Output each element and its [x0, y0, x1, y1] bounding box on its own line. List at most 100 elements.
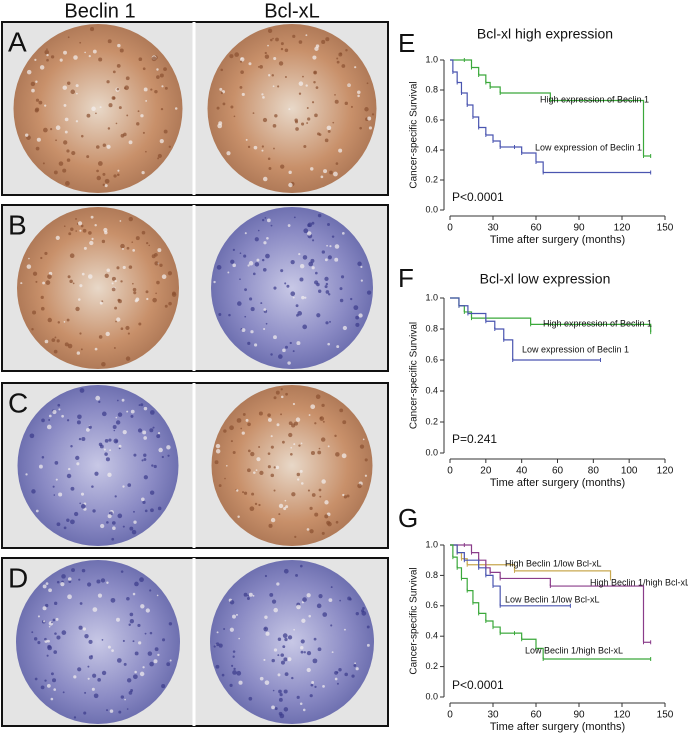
tissue-texture — [77, 221, 83, 226]
tissue-texture — [103, 448, 106, 451]
tissue-texture — [104, 178, 110, 184]
tissue-texture — [41, 456, 45, 459]
tissue-texture — [241, 431, 245, 435]
survival-step — [500, 92, 551, 101]
tissue-texture — [293, 628, 295, 631]
column-header: Bcl-xL — [264, 0, 320, 22]
tissue-texture — [99, 444, 104, 449]
tissue-texture — [290, 260, 295, 265]
tissue-texture — [263, 626, 269, 632]
tissue-texture — [325, 282, 329, 286]
tissue-texture — [330, 624, 333, 627]
tissue-texture — [137, 428, 143, 433]
tissue-texture — [239, 85, 243, 89]
tissue-texture — [242, 491, 245, 494]
tissue-texture — [73, 675, 77, 679]
tissue-texture — [44, 251, 48, 256]
tissue-texture — [111, 96, 116, 100]
tissue-texture — [145, 290, 149, 294]
tissue-core — [17, 207, 179, 369]
tissue-texture — [70, 227, 74, 231]
tissue-texture — [244, 232, 247, 235]
tissue-texture — [95, 112, 97, 115]
tissue-texture — [38, 464, 43, 469]
tissue-texture — [114, 306, 118, 310]
tissue-texture — [54, 336, 57, 339]
tissue-texture — [107, 39, 112, 44]
tissue-texture — [282, 440, 285, 444]
survival-step — [478, 567, 487, 576]
tissue-texture — [366, 290, 372, 295]
tissue-texture — [108, 438, 112, 442]
x-tick-label: 30 — [487, 223, 499, 234]
tissue-texture — [236, 670, 242, 676]
tissue-texture — [114, 279, 117, 283]
tissue-texture — [53, 650, 58, 654]
tissue-texture — [52, 678, 57, 683]
tissue-texture — [42, 606, 47, 611]
tissue-texture — [249, 297, 253, 301]
tissue-texture — [47, 274, 52, 279]
tissue-texture — [264, 680, 270, 685]
tissue-texture — [349, 597, 352, 601]
survival-step — [503, 339, 514, 360]
tissue-texture — [119, 220, 122, 222]
tissue-texture — [78, 298, 81, 301]
tissue-texture — [343, 495, 348, 499]
tissue-texture — [163, 129, 168, 134]
tissue-texture — [334, 93, 336, 96]
tissue-texture — [339, 599, 342, 602]
tissue-texture — [30, 81, 36, 87]
tissue-texture — [57, 403, 61, 407]
tissue-texture — [232, 451, 236, 455]
tissue-texture — [280, 413, 282, 416]
tissue-texture — [270, 353, 273, 356]
tissue-texture — [103, 227, 108, 233]
tissue-texture — [134, 651, 139, 656]
tissue-texture — [339, 52, 342, 55]
tissue-texture — [50, 55, 55, 59]
tissue-texture — [53, 494, 56, 496]
tissue-texture — [96, 579, 101, 584]
tissue-texture — [44, 49, 50, 55]
tissue-texture — [312, 55, 317, 60]
tissue-texture — [115, 416, 118, 419]
tissue-texture — [43, 127, 48, 133]
tissue-texture — [80, 504, 86, 509]
survival-step — [485, 134, 494, 141]
tissue-texture — [285, 345, 288, 349]
tissue-texture — [88, 639, 93, 644]
tissue-texture — [123, 132, 127, 137]
tissue-texture — [62, 168, 67, 173]
tissue-texture — [166, 662, 171, 667]
tissue-texture — [79, 284, 83, 288]
tissue-texture — [300, 564, 303, 568]
survival-step — [521, 638, 537, 649]
tissue-texture — [338, 668, 342, 672]
survival-step — [452, 71, 458, 83]
tissue-texture — [133, 510, 135, 513]
tissue-texture — [90, 215, 94, 219]
survival-step — [490, 86, 501, 93]
tissue-texture — [221, 673, 225, 677]
tissue-texture — [242, 413, 246, 416]
survival-step — [450, 297, 460, 306]
tissue-texture — [229, 600, 235, 605]
tissue-texture — [70, 89, 76, 95]
tissue-texture — [323, 169, 328, 174]
tissue-texture — [141, 171, 145, 175]
tissue-texture — [32, 271, 38, 276]
tissue-texture — [111, 537, 115, 541]
tissue-texture — [289, 341, 292, 345]
tissue-texture — [249, 506, 255, 512]
tissue-texture — [101, 361, 106, 367]
tissue-texture — [104, 184, 108, 188]
tissue-texture — [350, 105, 353, 108]
tissue-texture — [104, 439, 109, 443]
tissue-texture — [67, 275, 71, 279]
tissue-texture — [26, 69, 32, 75]
tissue-texture — [229, 627, 234, 632]
tissue-texture — [134, 299, 138, 303]
tissue-texture — [267, 413, 271, 417]
tissue-texture — [71, 151, 76, 156]
